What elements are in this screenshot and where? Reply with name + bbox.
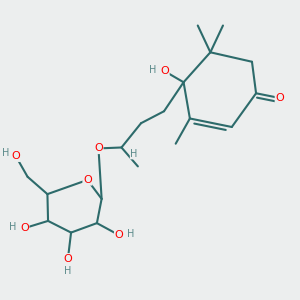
Text: O: O (275, 93, 284, 103)
Text: O: O (64, 254, 72, 264)
Text: H: H (127, 229, 135, 238)
Text: O: O (115, 230, 123, 240)
Text: H: H (64, 266, 72, 276)
Text: O: O (11, 151, 20, 161)
Text: O: O (83, 175, 92, 185)
Text: O: O (160, 66, 169, 76)
Text: H: H (130, 149, 138, 159)
Text: O: O (94, 143, 103, 153)
Text: H: H (149, 64, 156, 75)
Text: H: H (2, 148, 10, 158)
Text: O: O (20, 223, 29, 233)
Text: H: H (9, 222, 16, 232)
